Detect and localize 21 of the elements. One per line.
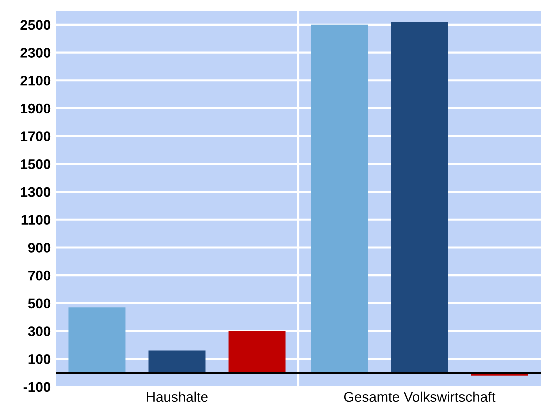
y-tick-label: -100 bbox=[24, 382, 51, 392]
y-tick-label: 1700 bbox=[21, 132, 51, 142]
y-tick-label: 1500 bbox=[21, 160, 51, 170]
bar bbox=[68, 308, 126, 374]
bar bbox=[228, 331, 286, 374]
bar bbox=[148, 350, 206, 374]
bar bbox=[391, 22, 448, 374]
y-tick-label: 100 bbox=[28, 354, 51, 364]
y-tick-label: 2500 bbox=[20, 20, 51, 30]
x-tick-label: Haushalte bbox=[147, 392, 208, 402]
y-tick-label: 700 bbox=[28, 270, 51, 281]
y-tick-label: 1900 bbox=[21, 104, 51, 114]
y-tick-label: 2300 bbox=[20, 48, 51, 58]
bar bbox=[311, 24, 368, 374]
y-tick-label: 2100 bbox=[20, 76, 51, 86]
y-tick-label: 900 bbox=[28, 243, 51, 253]
y-tick-label: 500 bbox=[28, 298, 51, 309]
y-tick-label: 1300 bbox=[21, 187, 51, 198]
x-tick-label: Gesamte Volkswirtschaft bbox=[344, 392, 496, 402]
y-tick-label: 1100 bbox=[22, 215, 51, 226]
y-tick-label: 300 bbox=[28, 326, 51, 336]
